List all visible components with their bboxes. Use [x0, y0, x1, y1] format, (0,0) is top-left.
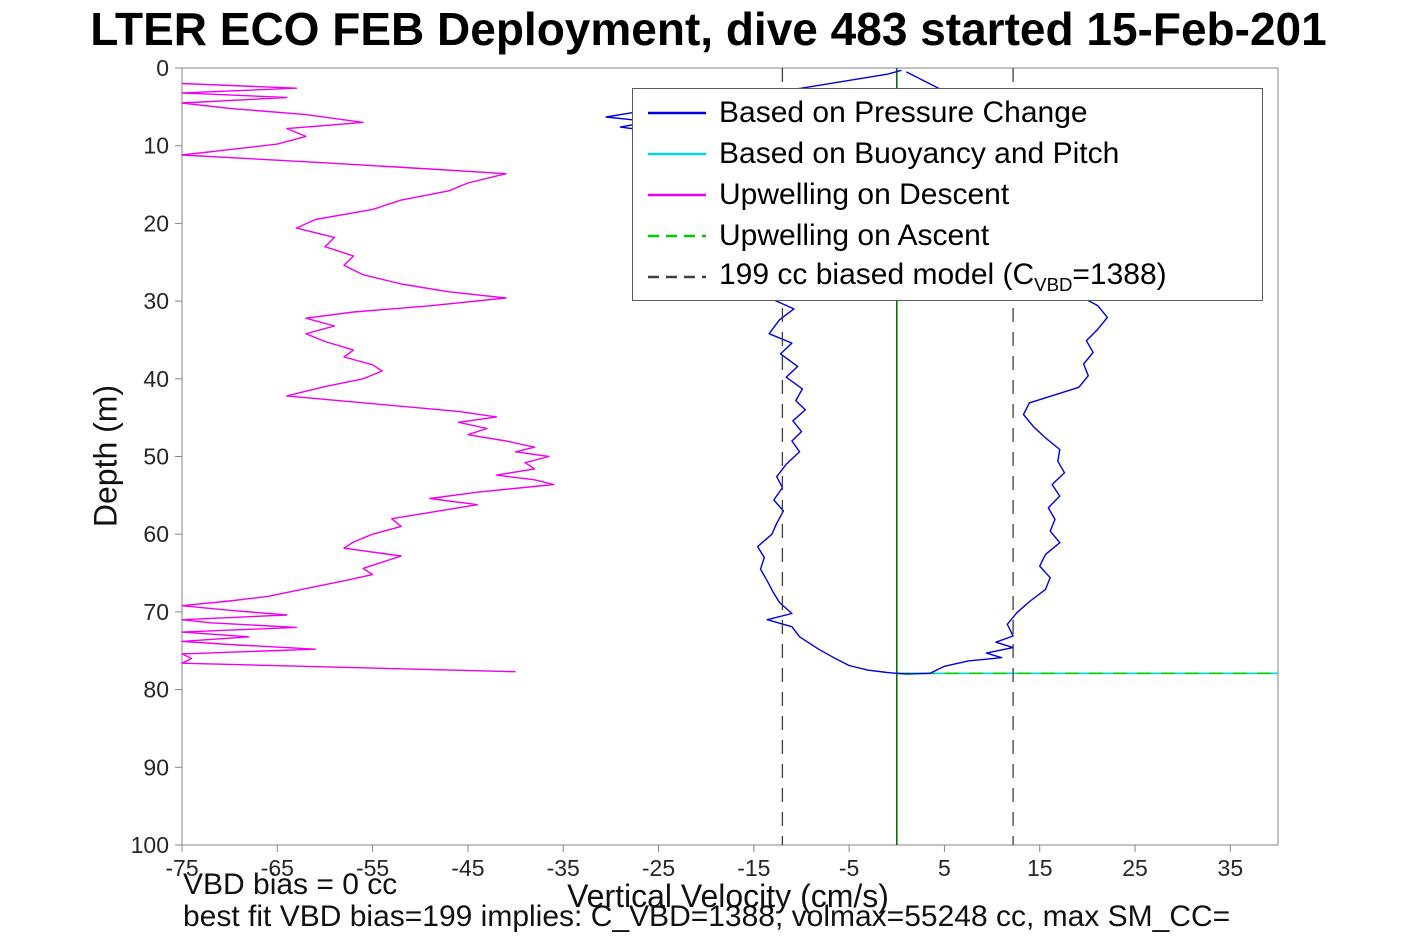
best-fit-annotation: best fit VBD bias=199 implies: C_VBD=138… [183, 900, 1231, 933]
y-tick-label: 30 [143, 288, 169, 314]
legend-item-buoyancy-pitch: Based on Buoyancy and Pitch [633, 134, 1262, 173]
y-tick-label: 10 [143, 133, 169, 159]
legend: Based on Pressure Change Based on Buoyan… [632, 88, 1263, 301]
series-upwelling-descent [181, 82, 555, 673]
legend-item-upwelling-ascent: Upwelling on Ascent [633, 216, 1262, 255]
y-tick-label: 90 [143, 754, 169, 780]
x-tick-label: -75 [165, 855, 198, 881]
legend-line-sample-magenta [648, 193, 706, 196]
x-tick-label: 35 [1218, 855, 1244, 881]
y-tick-label: 100 [131, 832, 169, 858]
x-axis-label: Vertical Velocity (cm/s) [567, 878, 889, 914]
legend-item-label: Upwelling on Ascent [719, 218, 990, 252]
vbd-bias-annotation: VBD bias = 0 cc [183, 868, 398, 901]
y-tick-label: 20 [143, 210, 169, 236]
legend-item-upwelling-descent: Upwelling on Descent [633, 175, 1262, 214]
legend-item-label: Based on Pressure Change [719, 95, 1088, 129]
legend-item-biased-model: 199 cc biased model (CVBD=1388) [633, 257, 1262, 296]
legend-line-sample-blue [648, 111, 706, 114]
legend-item-label: 199 cc biased model (CVBD=1388) [719, 257, 1167, 295]
legend-line-sample-cyan [648, 152, 706, 155]
y-tick-label: 40 [143, 366, 169, 392]
y-tick-label: 60 [143, 521, 169, 547]
legend-item-label: Upwelling on Descent [719, 177, 1010, 211]
x-tick-label: 25 [1122, 855, 1148, 881]
y-tick-label: 50 [143, 444, 169, 470]
x-tick-label: -65 [261, 855, 294, 881]
legend-item-pressure-change: Based on Pressure Change [633, 93, 1262, 132]
y-tick-label: 70 [143, 599, 169, 625]
x-tick-label: -45 [451, 855, 484, 881]
legend-line-sample-green [648, 234, 706, 237]
chart-title: LTER ECO FEB Deployment, dive 483 starte… [90, 3, 1327, 55]
x-tick-label: -5 [839, 855, 859, 881]
x-tick-label: -15 [737, 855, 770, 881]
x-tick-label: -25 [642, 855, 675, 881]
x-tick-label: -35 [547, 855, 580, 881]
y-tick-label: 0 [156, 55, 169, 81]
legend-line-sample-black-dashed [648, 275, 706, 278]
x-tick-label: 15 [1027, 855, 1053, 881]
x-tick-label: -55 [356, 855, 389, 881]
y-axis-label: Depth (m) [87, 384, 124, 528]
legend-item-label: Based on Buoyancy and Pitch [719, 136, 1120, 170]
x-tick-label: 5 [938, 855, 951, 881]
y-tick-label: 80 [143, 677, 169, 703]
